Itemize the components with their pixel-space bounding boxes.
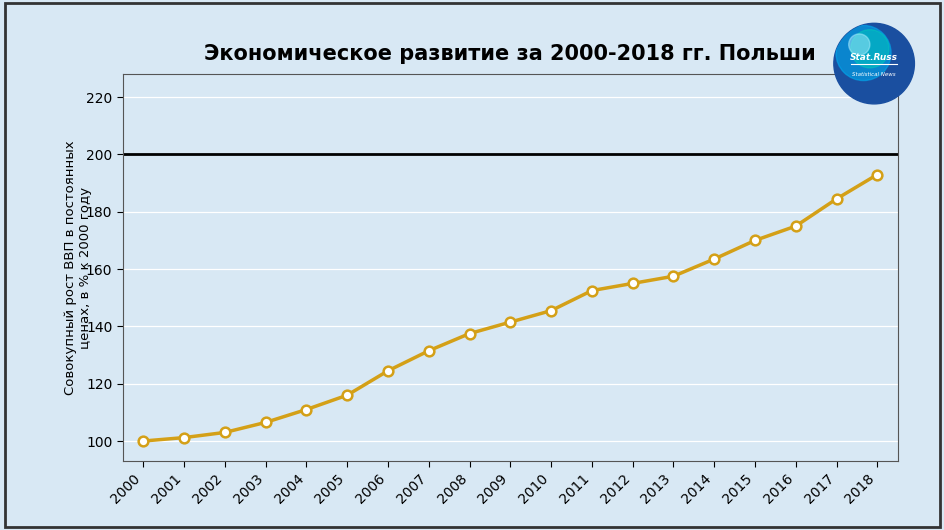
Text: Stat.Russ: Stat.Russ: [850, 53, 897, 61]
Circle shape: [848, 34, 869, 55]
Circle shape: [850, 30, 888, 68]
Circle shape: [833, 23, 914, 104]
Text: Statistical News: Statistical News: [851, 72, 895, 77]
Circle shape: [835, 25, 890, 81]
Title: Экономическое развитие за 2000-2018 гг. Польши: Экономическое развитие за 2000-2018 гг. …: [204, 45, 816, 64]
Y-axis label: Совокупный рост ВВП в постоянных
ценах, в % к 2000 году: Совокупный рост ВВП в постоянных ценах, …: [63, 140, 92, 395]
